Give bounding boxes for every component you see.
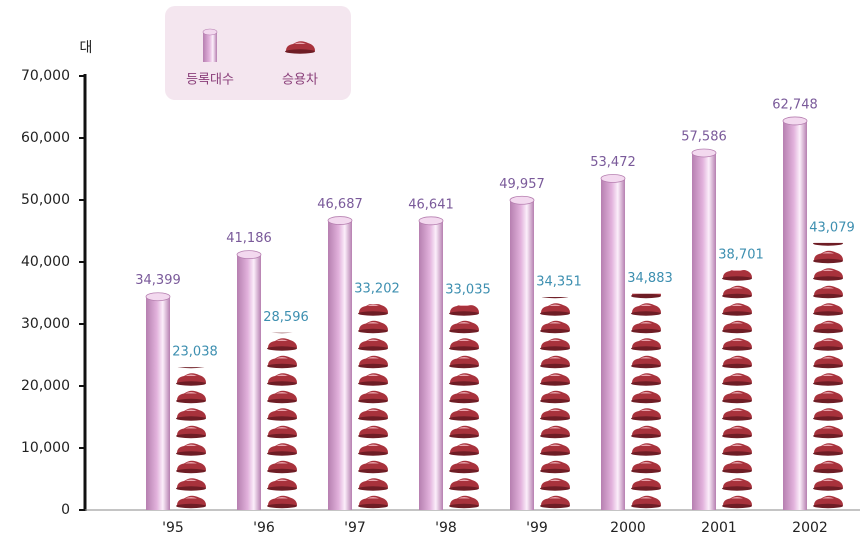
y-tick-label: 70,000 bbox=[21, 68, 70, 84]
value-label: 46,641 bbox=[408, 197, 454, 212]
bar-top bbox=[782, 116, 808, 126]
x-tick-label: '99 bbox=[526, 520, 548, 536]
bar bbox=[237, 254, 261, 510]
bar bbox=[783, 120, 807, 510]
bar bbox=[171, 367, 211, 510]
value-label: 23,038 bbox=[172, 345, 218, 360]
bar-top bbox=[145, 292, 171, 302]
value-label: 34,351 bbox=[536, 275, 582, 290]
value-label: 28,596 bbox=[263, 310, 309, 325]
x-tick-label: '96 bbox=[253, 520, 275, 536]
bar bbox=[626, 293, 666, 510]
bar bbox=[328, 220, 352, 511]
bar bbox=[419, 220, 443, 510]
bar bbox=[262, 332, 302, 510]
value-label: 53,472 bbox=[590, 155, 636, 170]
legend-cylinder bbox=[203, 32, 217, 62]
value-label: 46,687 bbox=[317, 197, 363, 212]
value-label: 62,748 bbox=[772, 97, 818, 112]
bar-top bbox=[327, 216, 353, 225]
y-tick-label: 30,000 bbox=[21, 316, 70, 332]
x-tick-label: 2002 bbox=[792, 520, 828, 536]
legend-label: 등록대수 bbox=[186, 73, 234, 88]
value-label: 41,186 bbox=[226, 231, 272, 246]
bar bbox=[692, 152, 716, 510]
x-tick-label: 2000 bbox=[610, 520, 646, 536]
bar bbox=[353, 304, 393, 510]
bar-top bbox=[236, 250, 262, 260]
x-tick-label: '98 bbox=[435, 520, 457, 536]
x-tick-label: 2001 bbox=[701, 520, 737, 536]
bar bbox=[146, 296, 170, 510]
value-label: 43,079 bbox=[809, 220, 855, 235]
value-label: 34,399 bbox=[135, 273, 181, 288]
y-tick-label: 40,000 bbox=[21, 254, 70, 270]
bar bbox=[510, 200, 534, 510]
value-label: 57,586 bbox=[681, 129, 727, 144]
y-unit: 대 bbox=[80, 40, 93, 56]
value-label: 34,883 bbox=[627, 271, 673, 286]
value-label: 33,202 bbox=[354, 282, 400, 297]
bar bbox=[535, 297, 575, 510]
value-label: 33,035 bbox=[445, 283, 491, 298]
legend-label: 승용차 bbox=[282, 73, 318, 88]
bar-top bbox=[691, 148, 717, 158]
bar-top bbox=[418, 216, 444, 226]
bar bbox=[444, 305, 484, 510]
bar bbox=[808, 242, 848, 510]
y-tick-label: 20,000 bbox=[21, 378, 70, 394]
bar bbox=[601, 178, 625, 510]
y-tick-label: 0 bbox=[61, 502, 70, 518]
bar-top bbox=[509, 195, 535, 205]
y-tick-label: 10,000 bbox=[21, 440, 70, 456]
y-tick-label: 60,000 bbox=[21, 130, 70, 146]
bar-top bbox=[600, 174, 626, 183]
value-label: 38,701 bbox=[718, 248, 764, 263]
y-tick-label: 50,000 bbox=[21, 192, 70, 208]
bar bbox=[717, 270, 757, 510]
x-tick-label: '97 bbox=[344, 520, 366, 536]
value-label: 49,957 bbox=[499, 177, 545, 192]
x-tick-label: '95 bbox=[162, 520, 184, 536]
legend-cylinder-top bbox=[202, 28, 218, 36]
